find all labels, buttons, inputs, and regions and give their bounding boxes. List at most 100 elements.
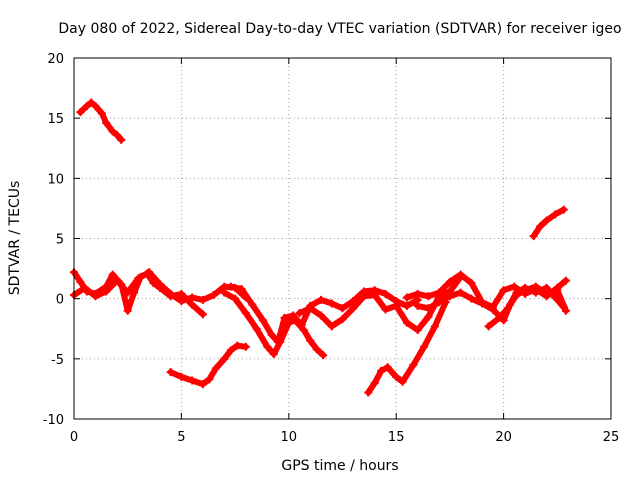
data-point bbox=[409, 360, 418, 369]
data-point bbox=[198, 380, 207, 389]
series-arc-03 bbox=[365, 299, 449, 396]
data-point bbox=[521, 283, 530, 292]
data-point bbox=[349, 304, 358, 313]
data-point bbox=[338, 315, 347, 324]
data-point bbox=[280, 313, 289, 322]
data-point bbox=[306, 304, 315, 313]
data-point bbox=[413, 301, 422, 310]
series-arc-02 bbox=[167, 342, 249, 388]
y-tick-label: -10 bbox=[43, 413, 64, 428]
data-point bbox=[177, 289, 186, 298]
data-point bbox=[252, 324, 261, 333]
data-point bbox=[327, 299, 336, 308]
data-point bbox=[166, 368, 175, 377]
data-point bbox=[220, 354, 229, 363]
data-point bbox=[559, 303, 568, 312]
data-point bbox=[80, 283, 89, 292]
data-point bbox=[559, 205, 568, 214]
data-point bbox=[435, 288, 444, 297]
data-point bbox=[381, 289, 390, 298]
data-point bbox=[529, 232, 538, 241]
y-tick-label: 15 bbox=[47, 112, 64, 127]
data-point bbox=[495, 313, 504, 322]
data-point bbox=[123, 306, 132, 315]
data-point bbox=[102, 287, 111, 296]
data-point bbox=[91, 102, 100, 111]
data-point bbox=[82, 102, 91, 111]
data-point bbox=[263, 342, 272, 351]
data-point bbox=[123, 288, 132, 297]
data-point bbox=[145, 268, 154, 277]
data-point bbox=[551, 210, 560, 219]
data-point bbox=[370, 291, 379, 300]
x-tick-label: 10 bbox=[281, 430, 298, 445]
data-point bbox=[211, 364, 220, 373]
data-point bbox=[445, 292, 454, 301]
data-point bbox=[338, 304, 347, 313]
data-point bbox=[456, 288, 465, 297]
data-point bbox=[359, 292, 368, 301]
data-point bbox=[306, 336, 315, 345]
data-point bbox=[478, 299, 487, 308]
series-layer bbox=[70, 98, 570, 397]
data-point bbox=[241, 309, 250, 318]
y-tick-label: 0 bbox=[56, 293, 64, 308]
data-point bbox=[424, 312, 433, 321]
data-point bbox=[274, 337, 283, 346]
data-point bbox=[420, 342, 429, 351]
data-point bbox=[503, 304, 512, 313]
y-tick-label: 5 bbox=[56, 233, 64, 248]
data-point bbox=[226, 282, 235, 291]
x-tick-label: 20 bbox=[495, 430, 512, 445]
data-point bbox=[231, 294, 240, 303]
x-tick-label: 5 bbox=[177, 430, 185, 445]
data-point bbox=[76, 108, 85, 117]
tick-layer: 0 5 10 15 20 25 -10 -5 0 5 10 15 20 bbox=[43, 52, 620, 445]
data-point bbox=[188, 376, 197, 385]
series-arc-04 bbox=[530, 206, 567, 240]
data-point bbox=[87, 98, 96, 107]
data-point bbox=[484, 322, 493, 331]
data-point bbox=[198, 310, 207, 319]
data-point bbox=[108, 270, 117, 279]
data-point bbox=[392, 372, 401, 381]
data-point bbox=[220, 288, 229, 297]
data-point bbox=[553, 286, 562, 295]
data-point bbox=[241, 342, 250, 351]
data-point bbox=[112, 131, 121, 140]
data-point bbox=[177, 372, 186, 381]
grid bbox=[74, 58, 611, 419]
data-point bbox=[510, 282, 519, 291]
data-point bbox=[177, 297, 186, 306]
data-point bbox=[188, 293, 197, 302]
data-point bbox=[413, 289, 422, 298]
data-point bbox=[499, 286, 508, 295]
data-point bbox=[370, 378, 379, 387]
data-point bbox=[424, 292, 433, 301]
data-point bbox=[402, 301, 411, 310]
data-point bbox=[134, 274, 143, 283]
data-point bbox=[317, 311, 326, 320]
data-point bbox=[413, 325, 422, 334]
data-point bbox=[259, 316, 268, 325]
data-point bbox=[205, 375, 214, 384]
x-tick-label: 25 bbox=[603, 430, 620, 445]
data-point bbox=[467, 294, 476, 303]
data-point bbox=[76, 277, 85, 286]
data-point bbox=[467, 279, 476, 288]
data-point bbox=[392, 301, 401, 310]
data-point bbox=[233, 341, 242, 350]
data-point bbox=[435, 298, 444, 307]
y-tick-label: 20 bbox=[47, 52, 64, 67]
data-point bbox=[456, 270, 465, 279]
data-point bbox=[542, 216, 551, 225]
data-point bbox=[383, 363, 392, 372]
data-point bbox=[402, 318, 411, 327]
data-point bbox=[97, 109, 106, 118]
data-point bbox=[445, 277, 454, 286]
data-point bbox=[112, 276, 121, 285]
x-tick-label: 0 bbox=[70, 430, 78, 445]
data-point bbox=[398, 377, 407, 386]
data-point bbox=[188, 300, 197, 309]
